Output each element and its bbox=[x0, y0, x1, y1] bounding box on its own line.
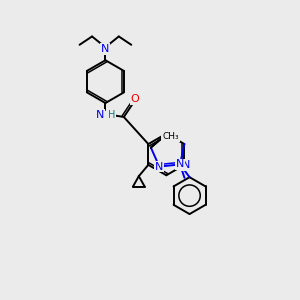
Text: H: H bbox=[108, 110, 116, 120]
Text: N: N bbox=[155, 162, 164, 172]
Text: N: N bbox=[182, 160, 190, 170]
Text: CH₃: CH₃ bbox=[162, 132, 179, 141]
Text: N: N bbox=[96, 110, 105, 120]
Text: N: N bbox=[176, 159, 184, 170]
Text: O: O bbox=[131, 94, 140, 104]
Text: N: N bbox=[101, 44, 110, 54]
